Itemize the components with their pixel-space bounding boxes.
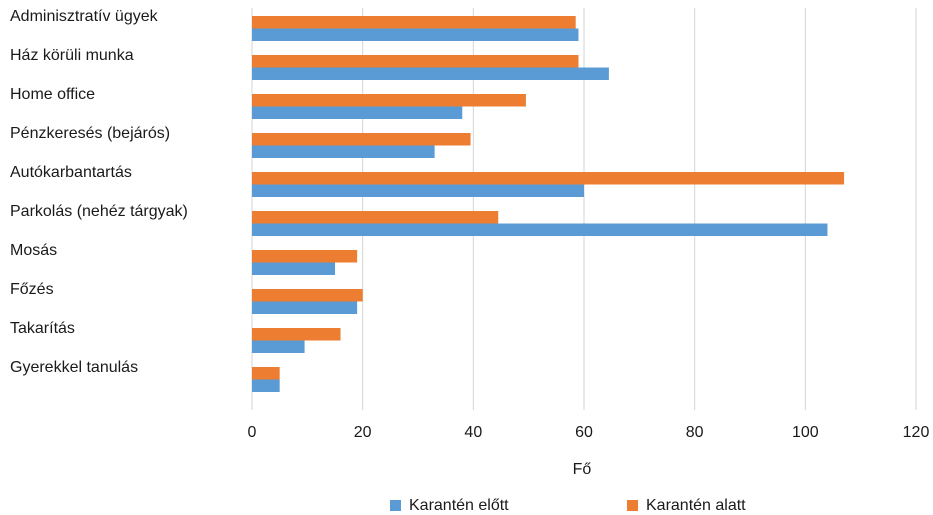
category-label: Mosás [10,242,57,259]
bars [252,16,845,392]
bar-karanten-elott [252,106,463,119]
legend: Karantén előtt Karantén alatt [390,497,746,514]
bar-karanten-elott [252,379,280,392]
bar-karanten-elott [252,67,609,80]
category-label: Parkolás (nehéz tárgyak) [10,203,188,220]
bar-karanten-alatt [252,289,363,302]
category-label: Adminisztratív ügyek [10,8,159,25]
bar-karanten-elott [252,145,435,158]
legend-swatch [390,500,401,511]
legend-swatch [627,500,638,511]
x-axis-title: Fő [573,461,592,478]
bar-karanten-alatt [252,328,341,341]
bar-karanten-alatt [252,16,576,29]
category-label: Home office [10,86,95,103]
bar-karanten-elott [252,301,358,314]
bar-karanten-elott [252,262,335,275]
bar-karanten-alatt [252,94,526,107]
bar-karanten-alatt [252,55,579,68]
bar-karanten-alatt [252,133,471,146]
bar-karanten-elott [252,223,828,236]
category-labels: Adminisztratív ügyek Ház körüli munka Home… [10,8,188,376]
x-tick-label: 60 [575,424,593,441]
bar-karanten-alatt [252,250,358,263]
legend-label: Karantén előtt [409,497,509,514]
x-tick-label: 80 [686,424,704,441]
category-label: Takarítás [10,320,75,337]
bar-karanten-alatt [252,367,280,380]
category-label: Főzés [10,281,54,298]
x-tick-label: 100 [792,424,819,441]
category-label: Autókarbantartás [10,164,132,181]
legend-label: Karantén alatt [646,497,746,514]
bar-karanten-elott [252,340,305,353]
x-tick-label: 20 [354,424,372,441]
category-label: Gyerekkel tanulás [10,359,138,376]
x-tick-label: 0 [248,424,257,441]
bar-karanten-elott [252,28,579,41]
x-tick-label: 40 [464,424,482,441]
bar-karanten-alatt [252,172,845,185]
x-tick-label: 120 [903,424,930,441]
bar-karanten-elott [252,184,584,197]
category-label: Pénzkeresés (bejárós) [10,125,170,142]
category-label: Ház körüli munka [10,47,134,64]
x-tick-labels: 0 20 40 60 80 100 120 [248,424,930,441]
bar-karanten-alatt [252,211,499,224]
